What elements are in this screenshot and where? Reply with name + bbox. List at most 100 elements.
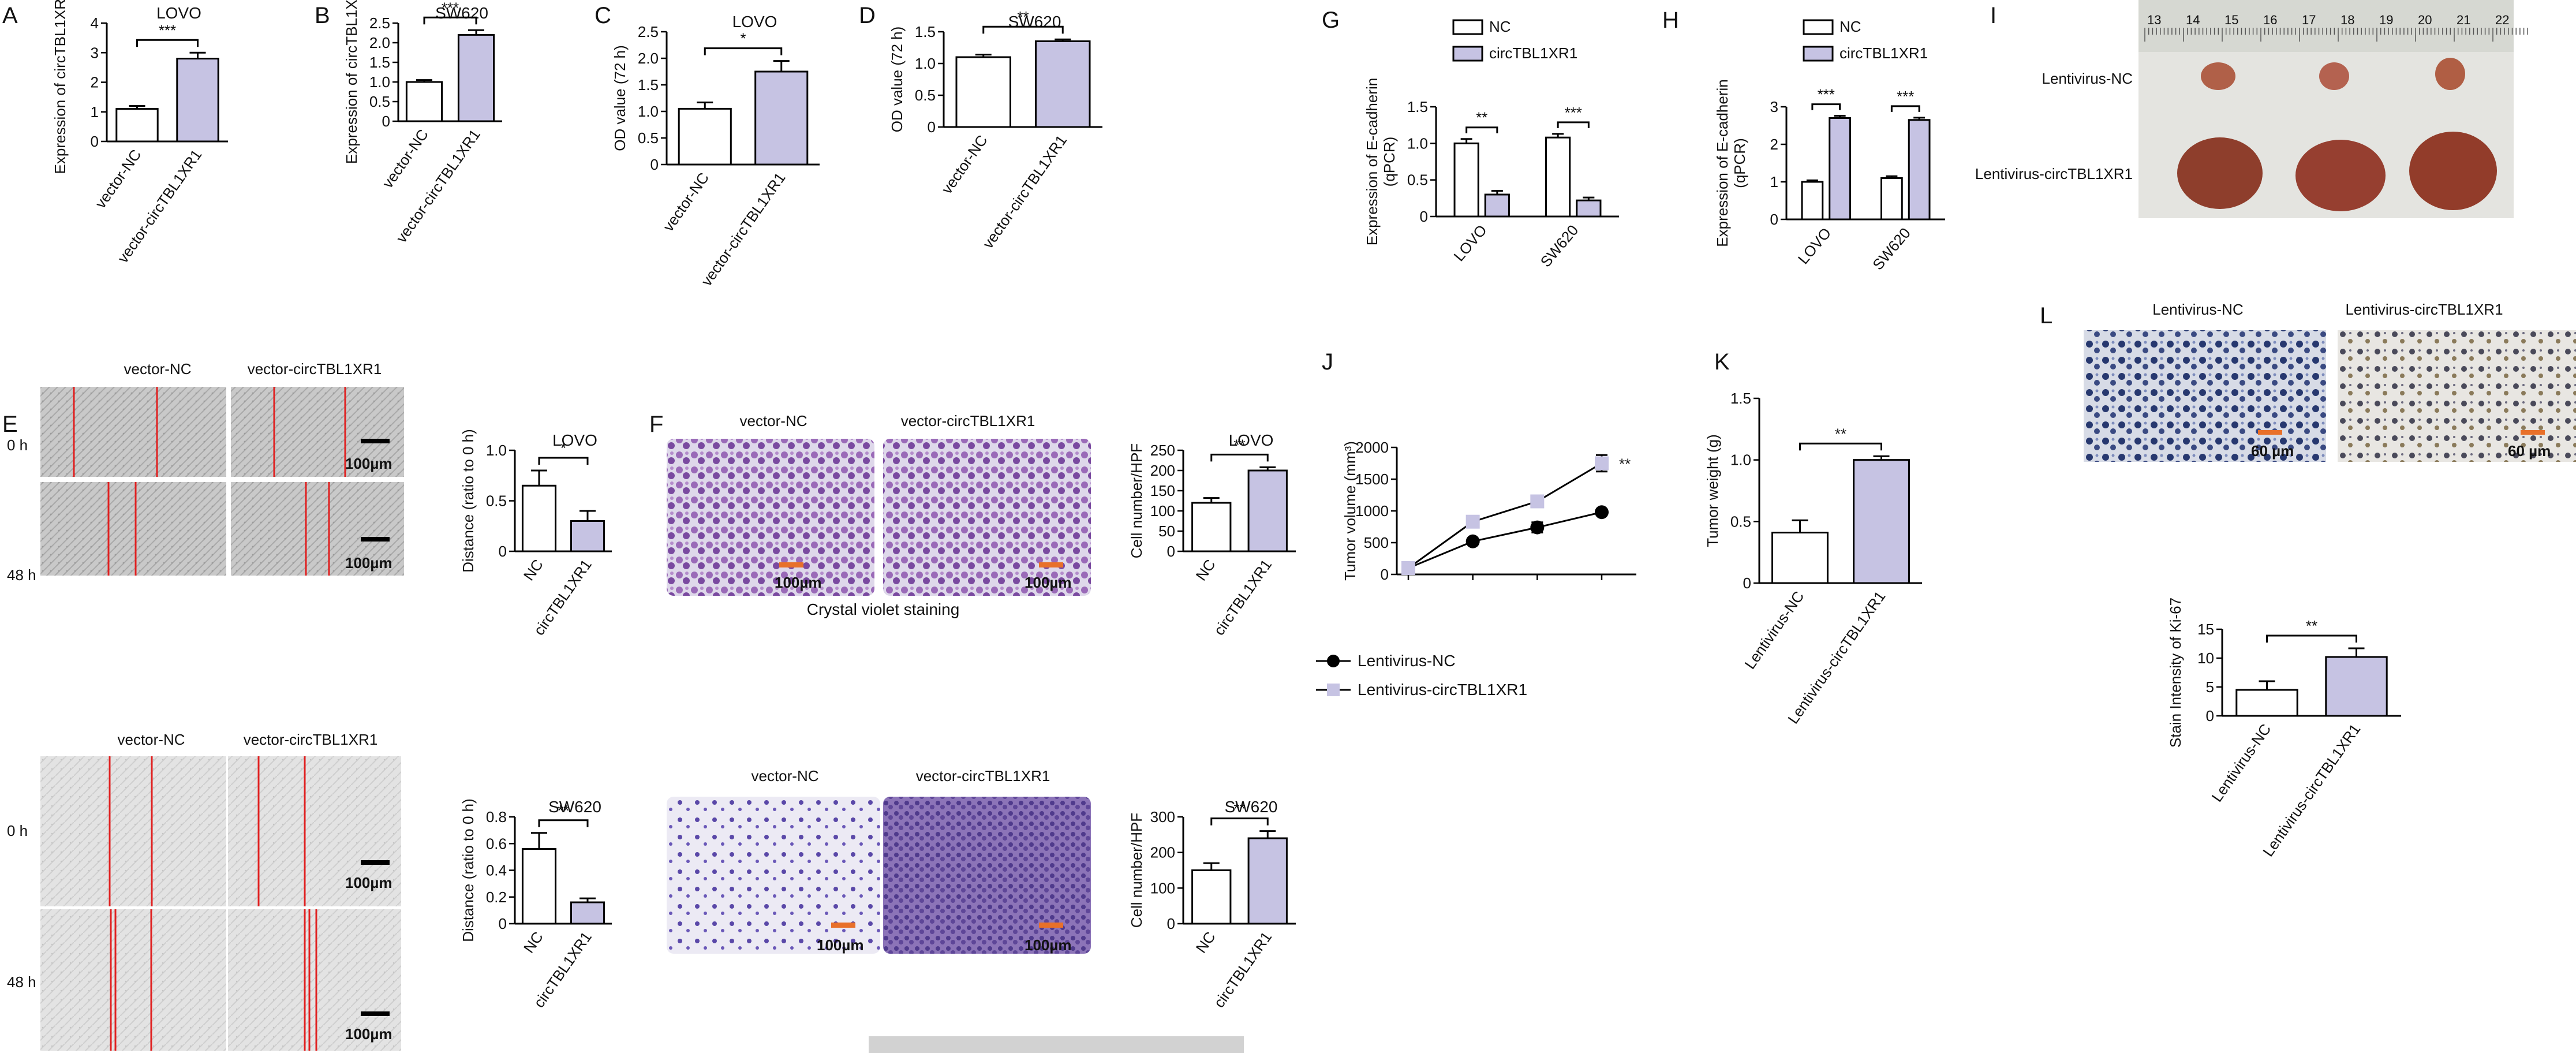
y-axis-label: Cell number/HPF — [1128, 813, 1145, 928]
panel-f-images: vector-NC vector-circTBL1XR1 100µm 100µm… — [667, 412, 1244, 1053]
chart-title: SW620 — [435, 4, 488, 22]
bar — [521, 848, 557, 925]
bar — [1829, 117, 1851, 221]
y-tick-label: 1.0 — [638, 103, 659, 120]
ruler-strip — [869, 1036, 1244, 1053]
legend-label: NC — [1489, 18, 1511, 35]
y-tick-label: 5 — [2206, 678, 2214, 696]
col-label-vector-nc: vector-NC — [124, 360, 191, 378]
bar — [1908, 119, 1931, 221]
significance-marker: ** — [2306, 617, 2317, 634]
scale-bar — [831, 923, 855, 928]
significance-bracket — [1799, 442, 1882, 451]
scale-bar-label: 100µm — [1025, 574, 1071, 591]
scale-bar — [2258, 430, 2282, 435]
y-tick-label: 1000 — [1355, 502, 1389, 520]
y-tick-label: 3 — [91, 44, 99, 61]
x-tick-label: NC — [520, 556, 547, 584]
y-tick-label: 1.5 — [369, 54, 390, 71]
ruler-tick-label: 22 — [2495, 13, 2509, 27]
legend-label: Lentivirus-NC — [1358, 652, 1456, 670]
y-axis-label-line: Expression of E-cadherin — [1363, 78, 1381, 245]
ruler — [2138, 0, 2514, 52]
chart-f2: 0 100 200 300 Cell number/HPF SW620 NCcircTBL1… — [1128, 798, 1296, 1011]
legend-label: circTBL1XR1 — [1489, 44, 1577, 62]
y-tick-label: 200 — [1150, 462, 1175, 479]
bar — [570, 520, 605, 552]
chart-title: LOVO — [732, 13, 777, 31]
micrograph-e1-nc-0h — [40, 387, 226, 477]
panel-i-photo: 13 14 15 16 17 18 19 20 21 22 Lentivirus-NC Lenti… — [1975, 0, 2529, 218]
data-point — [1401, 561, 1415, 575]
ruler-tick-label: 13 — [2147, 13, 2161, 27]
col-label-vector-nc: vector-NC — [117, 731, 185, 748]
y-axis-label: OD value (72 h) — [611, 45, 629, 151]
panel-e-images: vector-NC vector-circTBL1XR1 0 h 48 h 10… — [7, 360, 404, 1051]
bar — [1191, 869, 1232, 925]
y-tick-label: 0 — [1770, 211, 1778, 228]
bar — [2325, 656, 2388, 717]
significance-marker: ** — [558, 802, 569, 819]
x-tick-label: NC — [1192, 928, 1219, 956]
y-tick-label: 1 — [1770, 173, 1778, 191]
y-tick-label: 3 — [1770, 98, 1778, 115]
legend-marker — [1327, 684, 1340, 696]
panel-l-images: Lentivirus-NC Lentivirus-circTBL1XR1 60 … — [2084, 301, 2576, 462]
significance-bracket — [2266, 634, 2357, 643]
y-axis-label: Tumor weight (g) — [1704, 434, 1721, 547]
bar — [1771, 532, 1829, 584]
y-axis-label: Stain Intensity of Ki-67 — [2167, 598, 2184, 748]
panel-label-k: K — [1714, 349, 1730, 375]
y-tick-label: 0.5 — [486, 492, 507, 510]
legend-label: circTBL1XR1 — [1840, 44, 1928, 62]
tumor-nc — [2319, 62, 2349, 90]
data-point — [1465, 534, 1480, 548]
bar — [1801, 181, 1824, 221]
y-tick-label: 1.5 — [638, 76, 659, 94]
x-tick-label: NC — [1192, 556, 1219, 584]
scale-bar — [779, 562, 803, 567]
y-tick-label: 0 — [499, 543, 507, 560]
data-point — [1465, 514, 1480, 529]
significance-bracket — [136, 39, 199, 47]
y-tick-label: 0 — [1381, 566, 1389, 583]
y-tick-label: 0.8 — [486, 808, 507, 826]
x-tick-label: vector-NC — [379, 126, 432, 191]
y-axis-label: Expression of circTBL1XR1 — [51, 0, 69, 174]
y-axis-label: Expression of circTBL1XR1 — [343, 0, 360, 164]
y-tick-label: 1.0 — [486, 442, 507, 459]
significance-marker: *** — [159, 21, 176, 39]
y-tick-label: 2000 — [1355, 439, 1389, 456]
chart-f1: 0 50 100 150 200 250 Cell number/HPF LOVO NCcirc… — [1128, 431, 1296, 638]
chart-c: 0 0.5 1.0 1.5 2.0 2.5 OD value (72 h) LOVO vecto… — [611, 13, 820, 289]
ruler-tick-label: 17 — [2302, 13, 2316, 27]
micrograph-f1-circ — [883, 439, 1091, 596]
panel-label-c: C — [595, 3, 611, 28]
bar — [1247, 469, 1288, 552]
x-tick-label: LOVO — [1794, 225, 1834, 268]
x-tick-label: Lentivirus-NC — [2208, 720, 2275, 805]
chart-title: SW620 — [548, 798, 601, 816]
y-axis-label-line: Expression of E-cadherin — [1714, 79, 1731, 247]
y-tick-label: 100 — [1150, 879, 1175, 897]
y-tick-label: 100 — [1150, 502, 1175, 520]
y-tick-label: 0 — [1743, 574, 1751, 592]
y-axis-label-line: (qPCR) — [1381, 137, 1398, 187]
x-tick-label: vector-NC — [938, 132, 991, 197]
scale-bar — [361, 860, 390, 865]
x-tick-label: vector-circTBL1XR1 — [698, 169, 789, 289]
bar — [1853, 459, 1910, 584]
significance-marker: ** — [1835, 425, 1846, 442]
data-point — [1530, 494, 1545, 509]
x-tick-label: vector-circTBL1XR1 — [979, 132, 1070, 252]
significance-bracket — [423, 16, 477, 25]
x-tick-label: circTBL1XR1 — [1210, 928, 1275, 1011]
y-tick-label: 2 — [91, 74, 99, 91]
chart-title: SW620 — [1225, 798, 1278, 816]
chart-k: 0 0.5 1.0 1.5 Tumor weight (g) Lentivirus-NCL… — [1704, 390, 1922, 727]
micrograph-e2-circ-0h — [228, 756, 401, 906]
x-tick-label: NC — [520, 928, 547, 956]
significance-marker: *** — [1897, 88, 1914, 105]
